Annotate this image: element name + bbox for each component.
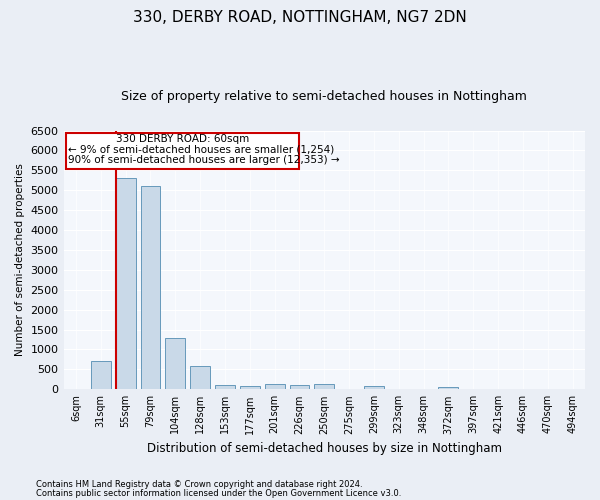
Bar bbox=[290, 386, 310, 390]
Y-axis label: Number of semi-detached properties: Number of semi-detached properties bbox=[15, 164, 25, 356]
Text: 330, DERBY ROAD, NOTTINGHAM, NG7 2DN: 330, DERBY ROAD, NOTTINGHAM, NG7 2DN bbox=[133, 10, 467, 25]
Bar bbox=[439, 387, 458, 390]
X-axis label: Distribution of semi-detached houses by size in Nottingham: Distribution of semi-detached houses by … bbox=[147, 442, 502, 455]
Text: Contains public sector information licensed under the Open Government Licence v3: Contains public sector information licen… bbox=[36, 489, 401, 498]
Text: Contains HM Land Registry data © Crown copyright and database right 2024.: Contains HM Land Registry data © Crown c… bbox=[36, 480, 362, 489]
Text: 330 DERBY ROAD: 60sqm: 330 DERBY ROAD: 60sqm bbox=[116, 134, 249, 144]
Bar bbox=[215, 386, 235, 390]
Text: 90% of semi-detached houses are larger (12,353) →: 90% of semi-detached houses are larger (… bbox=[68, 155, 340, 165]
Bar bbox=[91, 362, 111, 390]
Bar bbox=[190, 366, 210, 390]
Bar bbox=[166, 338, 185, 390]
Bar bbox=[240, 386, 260, 390]
Bar bbox=[116, 178, 136, 390]
Text: ← 9% of semi-detached houses are smaller (1,254): ← 9% of semi-detached houses are smaller… bbox=[68, 144, 334, 154]
Bar bbox=[140, 186, 160, 390]
Title: Size of property relative to semi-detached houses in Nottingham: Size of property relative to semi-detach… bbox=[121, 90, 527, 103]
FancyBboxPatch shape bbox=[65, 132, 299, 169]
Bar bbox=[314, 384, 334, 390]
Bar bbox=[265, 384, 284, 390]
Bar bbox=[364, 386, 384, 390]
